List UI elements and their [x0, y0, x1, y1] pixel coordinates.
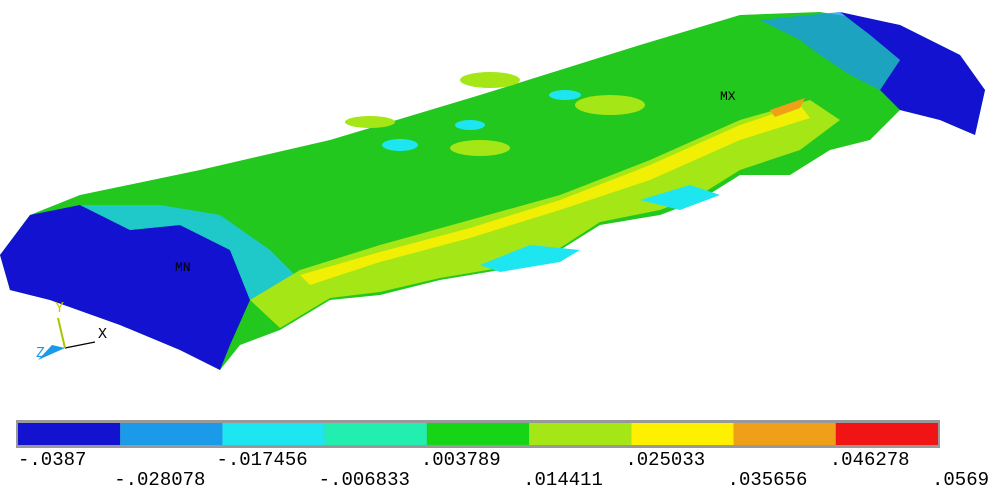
legend-label: .003789 — [421, 449, 501, 471]
legend-label: -.028078 — [114, 469, 205, 489]
triad-z: Z — [36, 345, 45, 362]
min-label: MN — [175, 260, 191, 275]
legend-band — [120, 423, 222, 445]
legend-band — [325, 423, 427, 445]
legend-label: -.017456 — [216, 449, 307, 471]
legend-band — [734, 423, 836, 445]
triad-y: Y — [55, 300, 64, 317]
legend-band — [836, 423, 938, 445]
legend-label: .046278 — [830, 449, 910, 471]
contour-plot: MN MX Y X Z -.0387 -.028078 -.017456 -.006833 .00… — [0, 0, 998, 489]
legend-label: -.0387 — [18, 449, 86, 471]
legend-band — [631, 423, 733, 445]
triad-x: X — [98, 326, 107, 343]
max-label: MX — [720, 89, 736, 104]
legend-label: .025033 — [625, 449, 705, 471]
legend-label: .035656 — [728, 469, 808, 489]
legend-band — [427, 423, 529, 445]
triad — [38, 318, 95, 360]
legend-label: .0569 — [932, 469, 989, 489]
legend-band — [222, 423, 324, 445]
legend-label: .014411 — [523, 469, 603, 489]
model-surface — [0, 12, 985, 370]
legend-band — [18, 423, 120, 445]
legend-band — [529, 423, 631, 445]
legend-label: -.006833 — [319, 469, 410, 489]
